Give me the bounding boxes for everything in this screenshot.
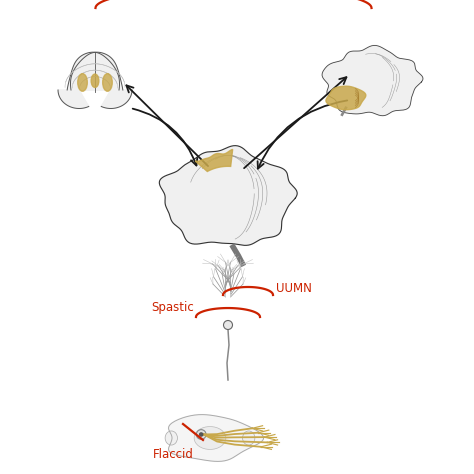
Polygon shape — [159, 146, 297, 246]
Polygon shape — [169, 415, 264, 461]
Polygon shape — [58, 90, 89, 109]
Polygon shape — [195, 149, 233, 172]
Ellipse shape — [78, 73, 87, 91]
Ellipse shape — [243, 431, 255, 445]
Text: Flaccid: Flaccid — [153, 448, 194, 461]
Circle shape — [224, 320, 233, 329]
Polygon shape — [101, 90, 132, 109]
Ellipse shape — [103, 73, 112, 91]
Text: UUMN: UUMN — [276, 282, 312, 295]
Polygon shape — [326, 86, 366, 110]
Polygon shape — [322, 46, 423, 116]
Text: Spastic: Spastic — [151, 301, 194, 314]
Polygon shape — [67, 52, 119, 90]
Circle shape — [196, 429, 206, 439]
Ellipse shape — [165, 431, 177, 445]
Polygon shape — [71, 52, 123, 90]
Circle shape — [200, 433, 203, 436]
Ellipse shape — [194, 427, 226, 449]
Ellipse shape — [91, 74, 99, 88]
